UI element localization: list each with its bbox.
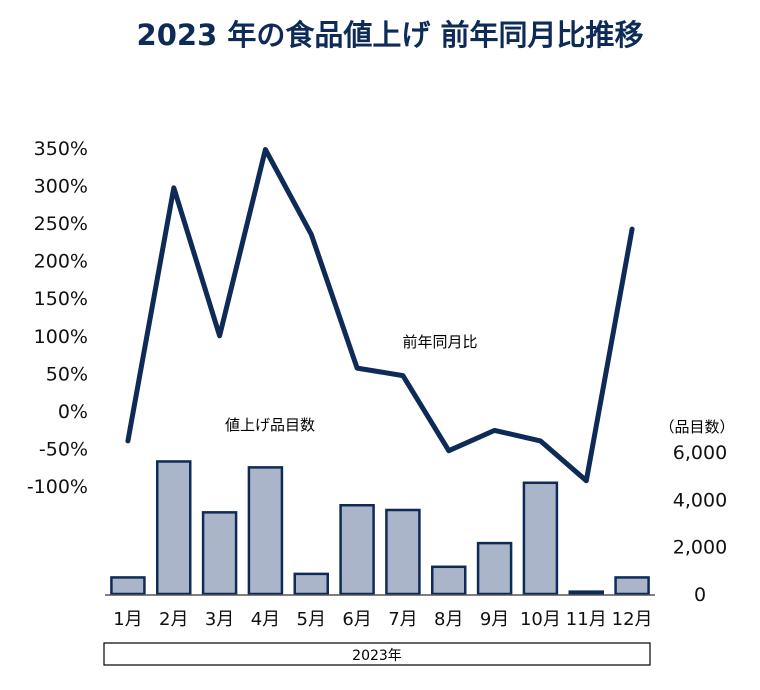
right-axis-ticks: 6,000 4,000 2,000 0: [673, 442, 727, 606]
chart-title: 2023 年の食品値上げ 前年同月比推移: [137, 18, 644, 52]
right-axis-tick-label: 6,000: [673, 442, 727, 464]
right-axis-tick-label: 4,000: [673, 489, 727, 511]
left-axis-tick-label: 50%: [46, 363, 88, 385]
bar-series-label: 値上げ品目数: [225, 416, 315, 434]
bar: [110, 576, 146, 596]
left-axis-tick-label: 250%: [34, 213, 88, 235]
x-axis-tick-label: 9月: [480, 609, 509, 630]
x-axis-tick-label: 5月: [297, 609, 326, 630]
bar: [568, 590, 604, 596]
right-axis-tick-label: 0: [694, 584, 706, 606]
year-group-label: 2023年: [352, 648, 402, 664]
x-axis-tick-label: 11月: [566, 609, 607, 630]
right-axis-unit-label: （品目数）: [659, 418, 734, 436]
left-axis-tick-label: 150%: [34, 288, 88, 310]
x-axis-tick-label: 6月: [342, 609, 371, 630]
x-axis-ticks: 1月 2月 3月 4月 5月 6月 7月 8月 9月 10月 11月 12月: [113, 609, 652, 630]
x-axis-tick-label: 3月: [205, 609, 234, 630]
bar: [339, 504, 375, 596]
right-axis-tick-label: 2,000: [673, 537, 727, 559]
bar: [614, 576, 650, 596]
left-axis-tick-label: 200%: [34, 251, 88, 273]
bar: [156, 460, 192, 596]
left-axis-ticks: 350% 300% 250% 200% 150% 100% 50% 0% -50% -100%: [27, 138, 88, 498]
x-axis-tick-label: 8月: [434, 609, 463, 630]
bar: [201, 511, 238, 596]
line-series-label: 前年同月比: [402, 333, 477, 351]
left-axis-tick-label: 350%: [34, 138, 88, 160]
left-axis-tick-label: -100%: [27, 476, 88, 498]
bar: [385, 508, 421, 596]
left-axis-tick-label: 300%: [34, 176, 88, 198]
line-series: [125, 147, 635, 484]
bar: [522, 481, 559, 596]
bar-series: [110, 460, 650, 596]
bar: [476, 541, 513, 596]
x-axis-tick-label: 12月: [612, 609, 653, 630]
x-axis-tick-label: 2月: [159, 609, 188, 630]
bar: [293, 572, 329, 596]
left-axis-tick-label: 0%: [58, 401, 88, 423]
bar: [247, 466, 284, 596]
x-axis-tick-label: 1月: [113, 609, 142, 630]
left-axis-tick-label: 100%: [34, 326, 88, 348]
left-axis-tick-label: -50%: [39, 438, 88, 460]
x-axis-tick-label: 7月: [388, 609, 417, 630]
x-axis-tick-label: 4月: [251, 609, 280, 630]
bar: [431, 565, 467, 596]
x-axis-tick-label: 10月: [520, 609, 561, 630]
year-group-box: [103, 642, 651, 666]
